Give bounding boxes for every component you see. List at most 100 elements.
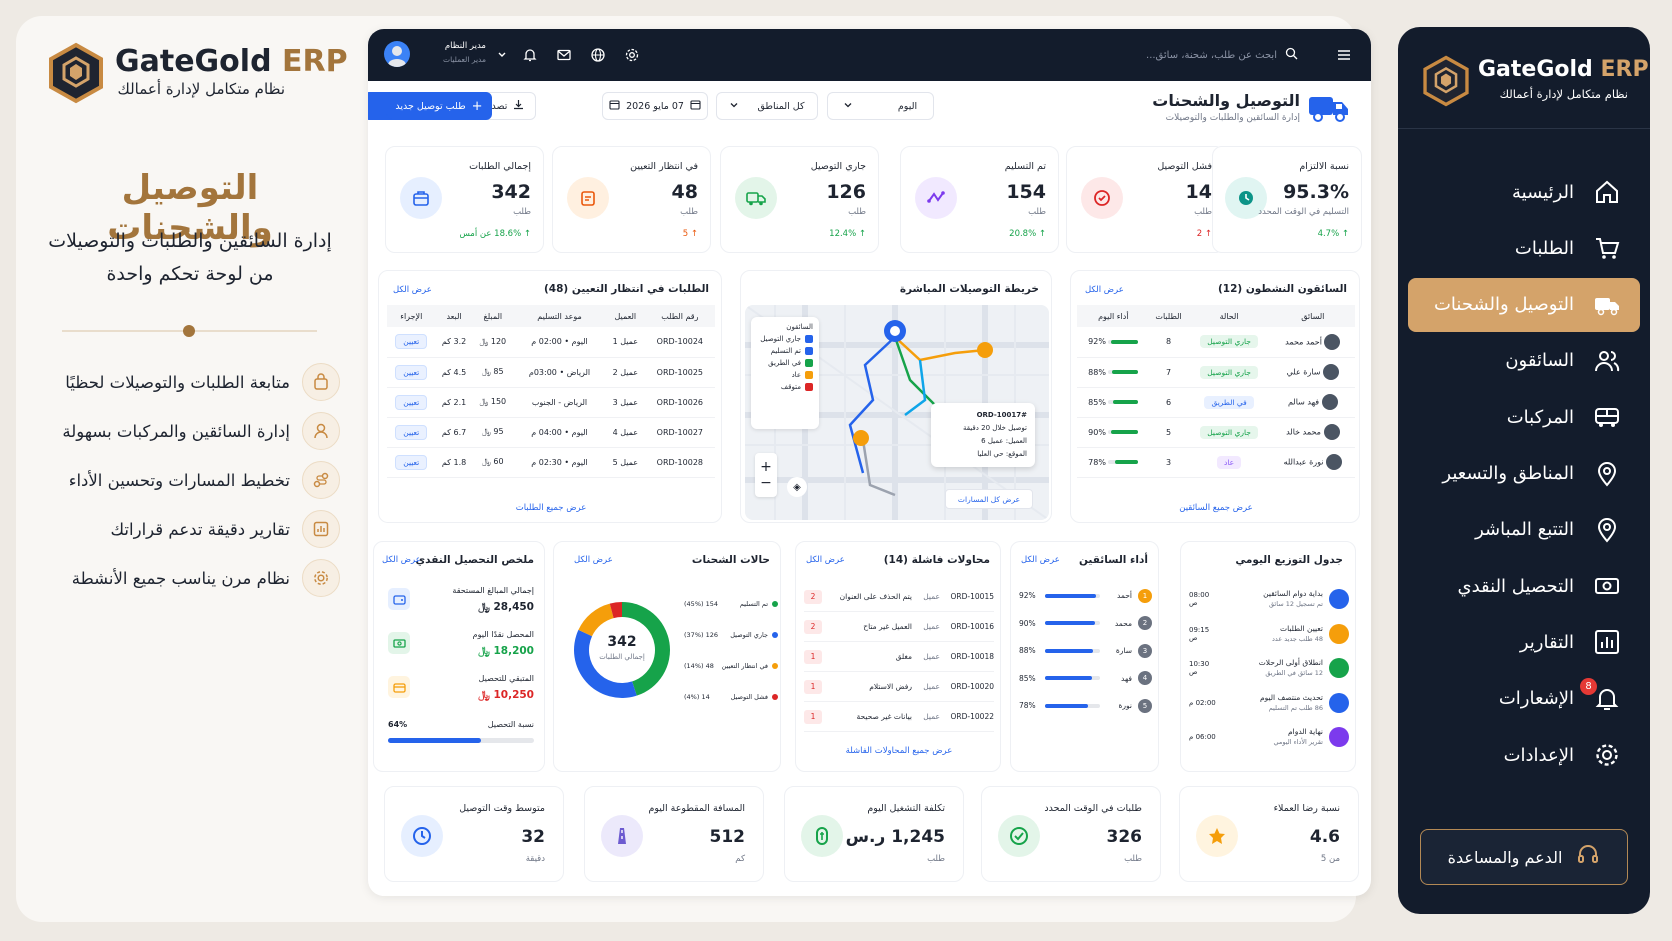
performance-row[interactable]: 2 محمد 90% xyxy=(1019,610,1152,638)
table-row[interactable]: ORD-10024 عميل 1 اليوم • 02:00 م 120 ﷼ 3.2 ك… xyxy=(387,327,715,358)
view-all-orders-link[interactable]: عرض جميع الطلبات xyxy=(515,503,587,513)
schedule-item[interactable]: بداية دوام السائقين تم تسجيل 12 سائق 08:00… xyxy=(1189,582,1349,617)
table-row[interactable]: سارة علي جاري التوصيل 7 88% xyxy=(1077,357,1355,388)
assign-button[interactable]: تعيين xyxy=(395,424,428,440)
view-all-link[interactable]: عرض الكل xyxy=(382,555,421,565)
legend-item[interactable]: جاري التوصيل xyxy=(757,335,813,343)
schedule-item[interactable]: تحديث منتصف اليوم 86 طلب تم التسليم 02:00 … xyxy=(1189,686,1349,721)
zoom-out-icon[interactable]: − xyxy=(760,475,772,491)
table-row[interactable]: ORD-10027 عميل 4 اليوم • 04:00 م 95 ﷼ 6.7 كم… xyxy=(387,417,715,448)
sidebar-item[interactable]: التتبع المباشر xyxy=(1408,503,1640,557)
sidebar-item[interactable]: الإشعارات 8 xyxy=(1408,672,1640,726)
performance-row[interactable]: 4 فهد 85% xyxy=(1019,665,1152,693)
legend-item[interactable]: في الطريق xyxy=(757,359,813,367)
sidebar-item[interactable]: الرئيسية xyxy=(1408,165,1640,219)
bottom-kpi-card[interactable]: طلبات في الوقت المحدد 326 طلب xyxy=(981,786,1161,882)
view-all-link[interactable]: عرض الكل xyxy=(1085,285,1124,295)
donut-slice[interactable] xyxy=(578,603,614,637)
legend-item[interactable]: فشل التوصيل 14 (4%) xyxy=(684,681,778,712)
view-all-link[interactable]: عرض الكل xyxy=(574,555,613,565)
globe-icon[interactable] xyxy=(586,43,610,67)
donut-slice[interactable] xyxy=(574,629,637,698)
schedule-icon xyxy=(1329,692,1349,713)
assign-button[interactable]: تعيين xyxy=(395,454,428,470)
sidebar-item[interactable]: المركبات xyxy=(1408,390,1640,444)
sidebar-item[interactable]: الإعدادات xyxy=(1408,728,1640,782)
failed-row[interactable]: ORD-10016 عميل العميل غير متاح 2 xyxy=(804,612,994,642)
legend-item[interactable]: تم التسليم xyxy=(757,347,813,355)
bottom-kpi-card[interactable]: نسبة رضا العملاء 4.6 من 5 xyxy=(1179,786,1359,882)
legend-item[interactable]: جاري التوصيل 126 (37%) xyxy=(684,619,778,650)
assign-button[interactable]: تعيين xyxy=(395,334,428,350)
kpi-card[interactable]: نسبة الالتزام 95.3% التسليم في الوقت الم… xyxy=(1212,146,1362,253)
sidebar-item[interactable]: السائقون xyxy=(1408,334,1640,388)
failed-row[interactable]: ORD-10015 عميل يتم الحذف على العنوان 2 xyxy=(804,582,994,612)
performance-row[interactable]: 5 نورة 78% xyxy=(1019,692,1152,720)
legend-item[interactable]: تم التسليم 154 (45%) xyxy=(684,588,778,619)
bottom-kpi-card[interactable]: تكلفة التشغيل اليوم 1,245 ر.س طلب xyxy=(784,786,964,882)
kpi-card[interactable]: في انتظار التعيين 48 طلب ↑ 5 xyxy=(552,146,711,253)
order-popup[interactable]: #ORD-10017 توصيل خلال 20 دقيقة العميل: ع… xyxy=(931,403,1035,467)
chevron-down-icon[interactable] xyxy=(490,43,514,67)
kpi-card[interactable]: إجمالي الطلبات 342 طلب ↑ 18.6% عن أمس xyxy=(385,146,544,253)
table-row[interactable]: ORD-10025 عميل 2 الرياض • 03:00م 85 ﷼ 4.5 كم… xyxy=(387,357,715,388)
legend-item[interactable]: متوقف xyxy=(757,383,813,391)
table-row[interactable]: فهد سالم في الطريق 6 85% xyxy=(1077,387,1355,418)
date-picker[interactable]: 07 مايو 2026 xyxy=(602,92,708,120)
legend-item[interactable]: في انتظار التعيين 48 (14%) xyxy=(684,650,778,681)
sidebar-item[interactable]: الطلبات xyxy=(1408,221,1640,275)
today-filter[interactable]: اليوم xyxy=(827,92,934,120)
bottom-kpi-card[interactable]: متوسط وقت التوصيل 32 دقيقة xyxy=(384,786,564,882)
chevron-down-icon xyxy=(844,101,852,112)
table-row[interactable]: أحمد محمد جاري التوصيل 8 92% xyxy=(1077,327,1355,358)
zoom-in-icon[interactable]: + xyxy=(760,459,772,475)
bell-icon[interactable] xyxy=(518,43,542,67)
assign-button[interactable]: تعيين xyxy=(395,394,428,410)
live-map-card: خريطة التوصيلات المباشرة السائقون جاري ا… xyxy=(740,270,1052,523)
assign-button[interactable]: تعيين xyxy=(395,364,428,380)
legend-item[interactable]: عاد xyxy=(757,371,813,379)
bottom-kpi-card[interactable]: المسافة المقطوعة اليوم 512 كم xyxy=(584,786,764,882)
donut-slice[interactable] xyxy=(609,602,622,619)
performance-row[interactable]: 1 أحمد 92% xyxy=(1019,582,1152,610)
mail-icon[interactable] xyxy=(552,43,576,67)
kpi-card[interactable]: تم التسليم 154 طلب ↑ 20.8% xyxy=(900,146,1059,253)
failed-row[interactable]: ORD-10022 عميل بيانات غير صحيحة 1 xyxy=(804,702,994,732)
cash-label: إجمالي المبالغ المستحقة xyxy=(452,586,534,595)
performance-row[interactable]: 3 سارة 88% xyxy=(1019,637,1152,665)
sidebar-item[interactable]: التحصيل النقدي xyxy=(1408,559,1640,613)
table-row[interactable]: ORD-10026 عميل 3 الرياض - الجنوب 150 ﷼ 2.1 ك… xyxy=(387,387,715,418)
table-row[interactable]: ORD-10028 عميل 5 اليوم • 02:30 م 60 ﷼ 1.8 كم… xyxy=(387,447,715,478)
schedule-item[interactable]: نهاية الدوام تقرير الأداء اليومي 06:00 م xyxy=(1189,720,1349,755)
view-all-link[interactable]: عرض الكل xyxy=(393,285,432,295)
table-row[interactable]: نورة عبدالله عاد 3 78% xyxy=(1077,447,1355,478)
donut-slice[interactable] xyxy=(622,602,670,696)
map-canvas[interactable]: السائقون جاري التوصيل تم التسليم في الطر… xyxy=(745,305,1049,520)
locate-icon[interactable]: ◈ xyxy=(787,477,807,497)
menu-icon[interactable] xyxy=(1332,43,1356,67)
view-all-failed-link[interactable]: عرض جميع المحاولات الفاشلة xyxy=(845,746,953,756)
view-routes-button[interactable]: عرض كل المسارات xyxy=(945,489,1033,509)
view-all-link[interactable]: عرض الكل xyxy=(806,555,845,565)
route-icon xyxy=(302,461,340,499)
new-request-button[interactable]: + طلب توصيل جديد xyxy=(386,92,492,120)
failed-row[interactable]: ORD-10018 عميل مغلق 1 xyxy=(804,642,994,672)
kpi-card[interactable]: فشل التوصيل 14 طلب ↑ 2 xyxy=(1066,146,1225,253)
avatar[interactable] xyxy=(384,41,410,67)
kpi-card[interactable]: جاري التوصيل 126 طلب ↑ 12.4% xyxy=(720,146,879,253)
table-row[interactable]: محمد خالد جاري التوصيل 5 90% xyxy=(1077,417,1355,448)
kpi-unit: طلب xyxy=(927,854,945,864)
view-all-link[interactable]: عرض الكل xyxy=(1021,555,1060,565)
sidebar-item[interactable]: التوصيل والشحنات xyxy=(1408,277,1640,332)
regions-filter[interactable]: كل المناطق xyxy=(716,92,818,120)
schedule-item[interactable]: انطلاق أولى الرحلات 12 سائق في الطريق 10:3… xyxy=(1189,651,1349,686)
schedule-sub: 86 طلب تم التسليم xyxy=(1268,703,1323,712)
support-button[interactable]: الدعم والمساعدة xyxy=(1420,829,1628,885)
search-input[interactable]: ابحث عن طلب، شحنة، سائق... xyxy=(818,41,1298,69)
settings-icon[interactable] xyxy=(620,43,644,67)
view-all-drivers-link[interactable]: عرض جميع السائقين xyxy=(1179,503,1253,513)
sidebar-item[interactable]: التقارير xyxy=(1408,615,1640,669)
sidebar-item[interactable]: المناطق والتسعير xyxy=(1408,447,1640,501)
schedule-item[interactable]: تعيين الطلبات 48 طلب جديد عدد 09:15 ص xyxy=(1189,617,1349,652)
failed-row[interactable]: ORD-10020 عميل رفض الاستلام 1 xyxy=(804,672,994,702)
